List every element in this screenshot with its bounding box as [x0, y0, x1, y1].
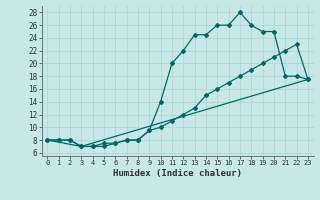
X-axis label: Humidex (Indice chaleur): Humidex (Indice chaleur)	[113, 169, 242, 178]
